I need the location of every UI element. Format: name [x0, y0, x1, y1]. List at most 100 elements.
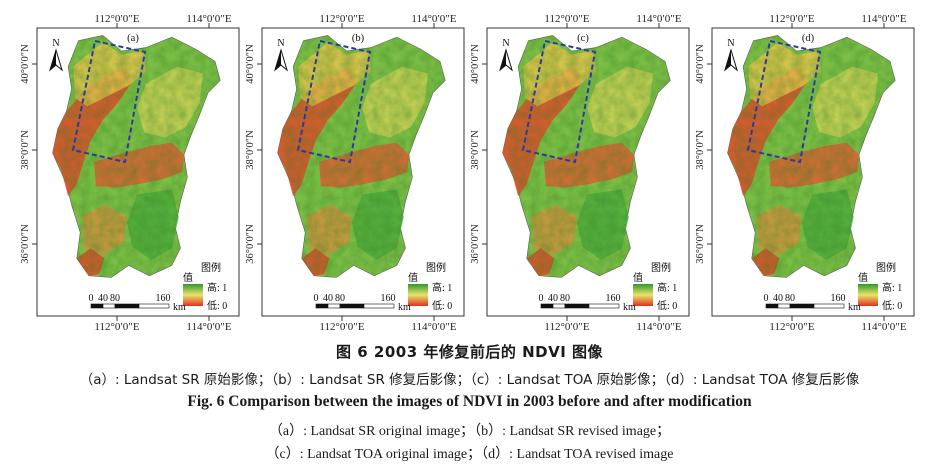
scale-bar-segment: [765, 303, 779, 309]
scale-tick-label: 160: [381, 293, 396, 304]
scale-unit-label: km: [173, 302, 186, 313]
roi-box: [746, 39, 822, 164]
ndvi-figure-svg: 112°0′0″E 114°0′0″E 112°0′0″E 114°0′0″E 40°0…: [20, 13, 915, 333]
scale-bar-segment: [540, 303, 554, 309]
lat-label-36: 36°0′0″N: [245, 224, 256, 264]
caption-en-title: Fig. 6 Comparison between the images of …: [187, 393, 752, 410]
scale-tick-label: 80: [110, 293, 120, 304]
scale-bar-segment: [90, 303, 104, 309]
panel-label: (b): [352, 33, 365, 44]
lat-label-40: 40°0′0″N: [245, 44, 256, 84]
lat-label-40: 40°0′0″N: [20, 44, 31, 84]
scale-tick-label: 160: [156, 293, 171, 304]
legend-title: 图例: [876, 261, 896, 274]
lat-label-36: 36°0′0″N: [20, 224, 31, 264]
scale-bar-segment: [588, 303, 620, 309]
caption-cn-subtitle: （a）: Landsat SR 原始影像；（b）: Landsat SR 修复后…: [79, 372, 860, 388]
scale-tick-label: 160: [831, 293, 846, 304]
scale-bar-segment: [363, 303, 395, 309]
scale-tick-label: 80: [560, 293, 570, 304]
legend-high-label: 高: 1: [882, 281, 902, 294]
legend-colorbar: [633, 284, 653, 306]
legend-title: 图例: [426, 261, 446, 274]
lon-label-top-right: 114°0′0″E: [636, 13, 681, 25]
lon-label-bottom-left: 112°0′0″E: [319, 321, 364, 333]
legend-low-label: 低: 0: [882, 299, 902, 312]
north-label: N: [502, 38, 509, 49]
lon-label-top-left: 112°0′0″E: [769, 13, 814, 25]
panel-label: (d): [802, 33, 815, 44]
legend-value-label: 值: [408, 271, 418, 284]
scale-bar-segment: [102, 303, 116, 309]
map-panel: 112°0′0″E 114°0′0″E 112°0′0″E 114°0′0″E 40°0…: [245, 13, 465, 333]
north-label: N: [727, 38, 734, 49]
lat-label-40: 40°0′0″N: [695, 44, 706, 84]
lon-label-bottom-right: 114°0′0″E: [411, 321, 456, 333]
lat-label-36: 36°0′0″N: [695, 224, 706, 264]
map-panel: 112°0′0″E 114°0′0″E 112°0′0″E 114°0′0″E 40°0…: [695, 13, 915, 333]
caption-en-subtitle-2: （c）: Landsat TOA original image；（d）: Lan…: [265, 447, 674, 462]
legend-colorbar: [408, 284, 428, 306]
north-label: N: [52, 38, 59, 49]
lat-label-40: 40°0′0″N: [470, 44, 481, 84]
lon-label-top-right: 114°0′0″E: [411, 13, 456, 25]
legend-high-label: 高: 1: [207, 281, 227, 294]
roi-box: [296, 39, 372, 164]
scale-tick-label: 0: [314, 293, 319, 304]
legend-low-label: 低: 0: [207, 299, 227, 312]
legend-high-label: 高: 1: [657, 281, 677, 294]
scale-bar-segment: [789, 303, 815, 309]
lat-label-38: 38°0′0″N: [695, 130, 706, 170]
legend-value-label: 值: [183, 271, 193, 284]
legend-low-label: 低: 0: [657, 299, 677, 312]
lon-label-bottom-right: 114°0′0″E: [861, 321, 906, 333]
north-arrow-fill-icon: [275, 50, 281, 70]
scale-unit-label: km: [398, 302, 411, 313]
lon-label-top-right: 114°0′0″E: [186, 13, 231, 25]
lon-label-bottom-left: 112°0′0″E: [94, 321, 139, 333]
scale-bar-segment: [315, 303, 329, 309]
scale-tick-label: 40: [98, 293, 108, 304]
scale-unit-label: km: [623, 302, 636, 313]
north-arrow-fill-icon: [50, 50, 56, 70]
north-label: N: [277, 38, 284, 49]
ndvi-figure: 112°0′0″E 114°0′0″E 112°0′0″E 114°0′0″E 40°0…: [20, 13, 915, 333]
lon-label-top-right: 114°0′0″E: [861, 13, 906, 25]
scale-bar-segment: [564, 303, 590, 309]
lon-label-bottom-right: 114°0′0″E: [636, 321, 681, 333]
lon-label-top-left: 112°0′0″E: [319, 13, 364, 25]
scale-tick-label: 160: [606, 293, 621, 304]
caption-en-subtitle-1: （a）: Landsat SR original image；（b）: Land…: [268, 424, 671, 439]
lon-label-top-left: 112°0′0″E: [94, 13, 139, 25]
scale-bar-segment: [813, 303, 845, 309]
map-panel: 112°0′0″E 114°0′0″E 112°0′0″E 114°0′0″E 40°0…: [470, 13, 690, 333]
lat-label-38: 38°0′0″N: [245, 130, 256, 170]
scale-tick-label: 0: [89, 293, 94, 304]
north-arrow-fill-icon: [500, 50, 506, 70]
roi-box: [71, 39, 147, 164]
scale-tick-label: 80: [335, 293, 345, 304]
lon-label-bottom-left: 112°0′0″E: [769, 321, 814, 333]
scale-bar-segment: [339, 303, 365, 309]
scale-tick-label: 40: [548, 293, 558, 304]
map-panel: 112°0′0″E 114°0′0″E 112°0′0″E 114°0′0″E 40°0…: [20, 13, 240, 333]
lon-label-bottom-left: 112°0′0″E: [544, 321, 589, 333]
legend-high-label: 高: 1: [432, 281, 452, 294]
lon-label-top-left: 112°0′0″E: [544, 13, 589, 25]
scale-bar-segment: [114, 303, 140, 309]
scale-bar-segment: [552, 303, 566, 309]
lat-label-38: 38°0′0″N: [20, 130, 31, 170]
scale-tick-label: 0: [764, 293, 769, 304]
roi-box: [521, 39, 597, 164]
legend-low-label: 低: 0: [432, 299, 452, 312]
legend-colorbar: [858, 284, 878, 306]
lat-label-36: 36°0′0″N: [470, 224, 481, 264]
caption-cn-title: 图 6 2003 年修复前后的 NDVI 图像: [336, 343, 603, 361]
scale-bar-segment: [138, 303, 170, 309]
legend-value-label: 值: [858, 271, 868, 284]
legend-value-label: 值: [633, 271, 643, 284]
panel-label: (a): [127, 33, 139, 44]
lon-label-bottom-right: 114°0′0″E: [186, 321, 231, 333]
legend-title: 图例: [651, 261, 671, 274]
scale-tick-label: 80: [785, 293, 795, 304]
